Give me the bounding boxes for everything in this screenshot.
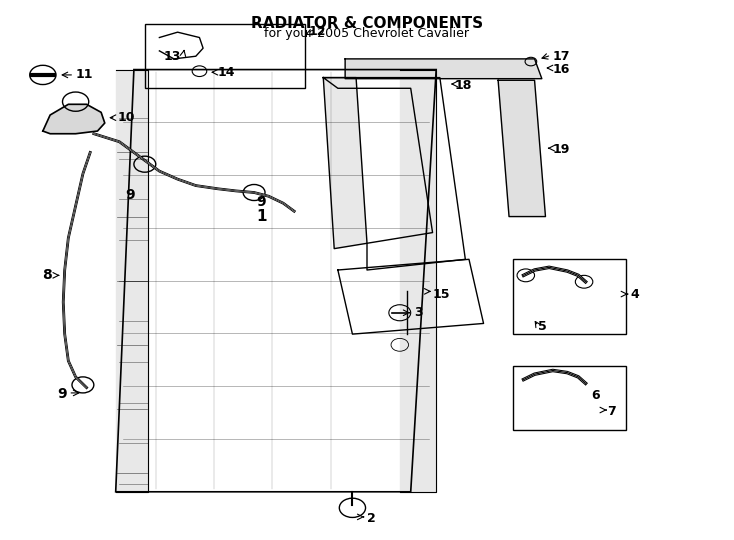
Text: 4: 4 bbox=[631, 287, 639, 301]
Text: 10: 10 bbox=[118, 111, 135, 124]
Text: 12: 12 bbox=[309, 25, 326, 38]
Text: 15: 15 bbox=[432, 287, 450, 301]
Text: 18: 18 bbox=[454, 79, 472, 92]
Text: 19: 19 bbox=[553, 143, 570, 156]
Text: for your 2005 Chevrolet Cavalier: for your 2005 Chevrolet Cavalier bbox=[264, 27, 470, 40]
Polygon shape bbox=[43, 104, 105, 134]
Text: 9: 9 bbox=[126, 188, 135, 202]
Polygon shape bbox=[498, 80, 545, 217]
Text: 11: 11 bbox=[76, 69, 93, 82]
Polygon shape bbox=[400, 70, 436, 492]
Text: 5: 5 bbox=[538, 320, 547, 333]
Text: RADIATOR & COMPONENTS: RADIATOR & COMPONENTS bbox=[251, 16, 483, 31]
Text: 17: 17 bbox=[553, 50, 570, 63]
Text: 16: 16 bbox=[553, 63, 570, 76]
Polygon shape bbox=[323, 78, 367, 248]
Text: 9: 9 bbox=[257, 194, 266, 208]
Text: 2: 2 bbox=[367, 512, 376, 525]
Text: 9: 9 bbox=[58, 387, 68, 401]
Text: 14: 14 bbox=[218, 66, 235, 79]
Text: 8: 8 bbox=[43, 268, 52, 282]
Text: 7: 7 bbox=[608, 404, 616, 417]
Text: 1: 1 bbox=[256, 209, 266, 224]
Text: 3: 3 bbox=[415, 306, 423, 319]
Text: 6: 6 bbox=[592, 389, 600, 402]
Polygon shape bbox=[345, 59, 542, 79]
Polygon shape bbox=[116, 70, 148, 492]
Text: 13: 13 bbox=[164, 50, 181, 63]
